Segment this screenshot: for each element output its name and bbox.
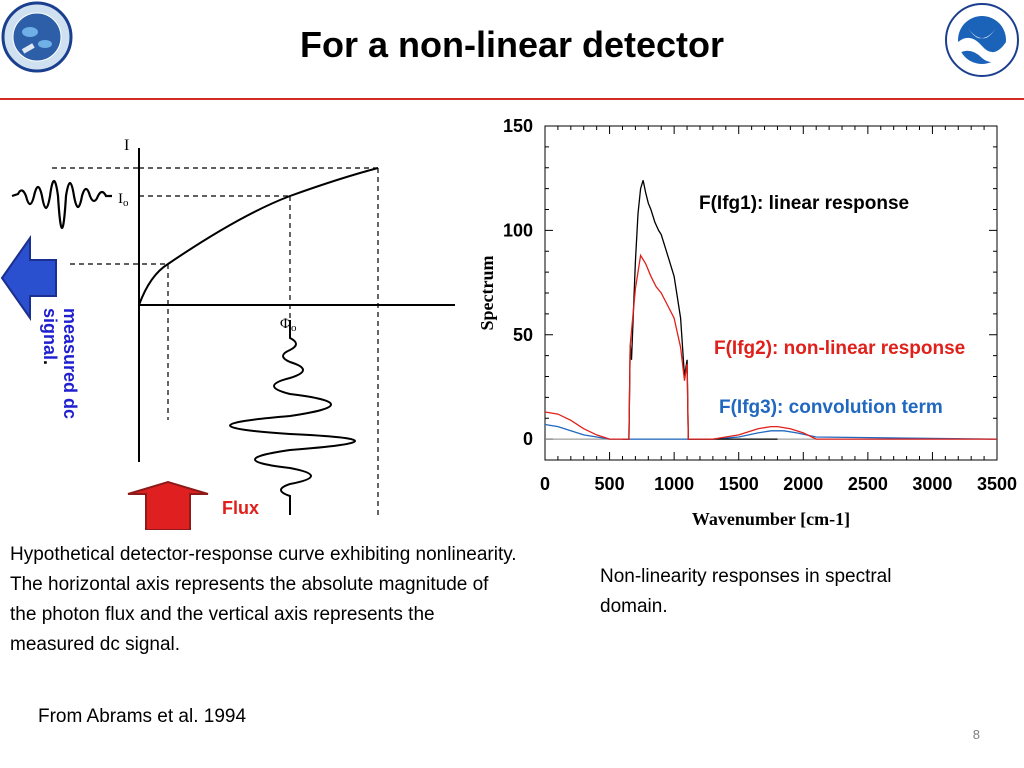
page-number: 8: [972, 727, 980, 742]
detector-response-figure: I Io Φo measured dc signal. Flux: [0, 137, 455, 530]
tick-labels: 0 500 1000 1500 2000 2500 3000 3500 0 50 100 150: [503, 116, 1017, 494]
axis-label-Io: Io: [118, 191, 129, 209]
header-rule: [0, 98, 1024, 100]
legend-ifg3: F(Ifg3): convolution term: [719, 397, 943, 418]
star-logo: [0, 0, 74, 74]
noaa-logo: [944, 2, 1020, 78]
measured-signal-label: measured dc signal.: [40, 308, 80, 419]
right-figure-caption: Non-linearity responses in spectral doma…: [600, 566, 892, 617]
noaa-nesdis-star-logo-icon: [1, 1, 73, 73]
flux-label: Flux: [222, 498, 259, 518]
legend-ifg2: F(Ifg2): non-linear response: [714, 338, 965, 359]
x-tick-label: 500: [595, 474, 625, 494]
slide-title: For a non-linear detector: [299, 24, 725, 65]
flux-arrow-icon: [127, 480, 209, 530]
svg-text:measured dc: measured dc: [60, 308, 80, 419]
y-tick-label: 50: [513, 325, 533, 345]
x-tick-label: 2500: [848, 474, 888, 494]
axis-label-I: I: [124, 137, 129, 154]
x-tick-label: 1500: [719, 474, 759, 494]
spectrum-chart: 0 500 1000 1500 2000 2500 3000 3500 0 50 100 150 Sp…: [477, 116, 1017, 529]
x-tick-label: 2000: [783, 474, 823, 494]
x-tick-label: 1000: [654, 474, 694, 494]
y-tick-label: 100: [503, 220, 533, 240]
legend-ifg1: F(Ifg1): linear response: [699, 193, 909, 214]
flux-signal-wave: [229, 320, 356, 515]
response-curve: [138, 167, 379, 306]
svg-text:signal.: signal.: [40, 308, 60, 365]
series-line-ifg2: [544, 253, 997, 440]
measured-signal-arrow-icon: [0, 234, 57, 322]
y-axis-label: Spectrum: [477, 256, 497, 331]
input-signal-wave: [11, 179, 112, 230]
axis-ticks: [544, 125, 998, 461]
x-tick-label: 3500: [977, 474, 1017, 494]
citation: From Abrams et al. 1994: [38, 706, 247, 727]
guide-lines: [52, 167, 379, 515]
y-tick-label: 150: [503, 116, 533, 136]
x-tick-label: 3000: [912, 474, 952, 494]
series-lines: [544, 180, 998, 440]
noaa-logo-icon: [945, 3, 1019, 77]
axis-label-phi: Φo: [280, 316, 297, 334]
x-axis-label: Wavenumber [cm-1]: [692, 509, 850, 529]
left-figure-caption: Hypothetical detector-response curve exh…: [10, 544, 517, 655]
x-tick-label: 0: [540, 474, 550, 494]
y-tick-label: 0: [523, 429, 533, 449]
series-line-ifg1: [622, 180, 778, 440]
